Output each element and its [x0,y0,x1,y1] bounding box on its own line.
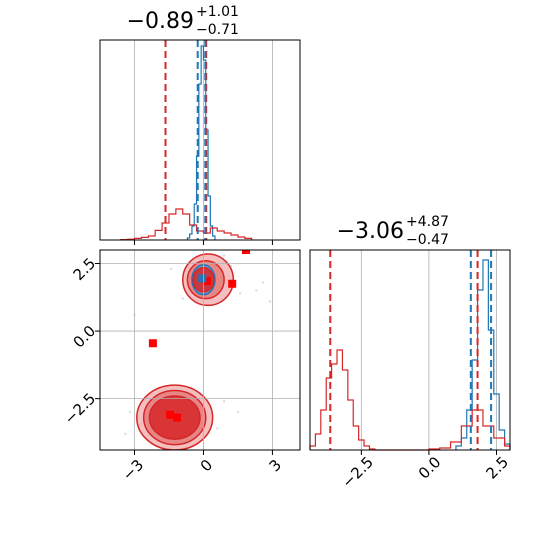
density-marker-5 [173,413,182,422]
density-plot-area [124,250,272,450]
density-sample-point [216,427,219,430]
density-marker-0 [148,339,157,348]
density-sample-point [124,432,127,435]
density-marker-4 [166,410,175,419]
density-xtick-label-2: 3 [266,456,285,475]
density-sample-point [239,292,242,295]
density-sample-point [262,281,265,284]
density-xtick-label-1: 0 [197,456,216,475]
hist1-hist-series-0 [186,45,216,240]
density-sample-point [128,410,132,414]
hist1-frame [99,39,301,241]
density-sample-point [170,267,173,271]
hist1-hist-series-1 [120,208,253,241]
hist2-xtick-label-1: 0.0 [415,453,445,483]
hist2-frame [309,249,511,451]
density-sample-point [222,400,226,403]
hist1-title-lower: −0.71 [196,22,239,38]
density-marker-3 [202,277,211,286]
density-ytick-label-2: 2.5 [70,254,100,284]
hist2-hist-series-1 [309,349,511,451]
density-sample-point [255,289,258,292]
density-xtick-label-0: −3 [119,456,147,484]
hist2-title-value: −3.06 [337,219,404,244]
density-marker-1 [228,279,237,288]
hist2-xtick-label-0: −2.5 [338,453,376,491]
density-ytick-label-1: 0.0 [70,322,100,352]
density-marker-2 [241,250,250,254]
density-sample-point [181,297,184,300]
hist1-title-upper: +1.01 [196,4,239,20]
hist1-title-value: −0.89 [127,9,194,34]
density-frame [99,249,301,451]
density-marker-6 [198,274,207,283]
hist2-title-upper: +4.87 [406,214,449,230]
hist2-title-lower: −0.47 [406,232,449,248]
hist2-hist-series-0 [455,259,511,450]
density-sample-point [236,410,240,414]
density-sample-point [268,300,272,303]
density-ytick-label-0: −2.5 [61,389,99,427]
hist2-xtick-label-2: 2.5 [482,453,512,483]
density-sample-point [222,254,226,257]
